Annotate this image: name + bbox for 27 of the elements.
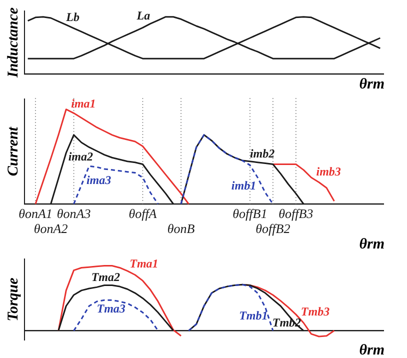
series-label: ima1: [71, 96, 96, 110]
series-label: Tma1: [130, 256, 158, 271]
x-tick-label: θonA3: [56, 206, 92, 221]
x-tick-label: θonA1: [18, 206, 52, 221]
x-tick-label: θoffB3: [278, 206, 314, 221]
y-axis-title: Current: [6, 126, 22, 176]
series-label: Tmb1: [239, 308, 268, 322]
series-label: Tmb3: [300, 304, 330, 318]
series-label: imb2: [250, 146, 275, 160]
series-label: imb1: [231, 178, 256, 192]
y-axis-title: Torque: [6, 277, 22, 322]
x-axis-title: θrm: [359, 76, 384, 92]
x-tick-label: θoffA: [128, 206, 157, 221]
x-axis-title: θrm: [359, 342, 384, 358]
y-axis-title: Inductance: [6, 7, 22, 79]
series-label: ima3: [86, 173, 112, 188]
series-label: imb3: [316, 164, 341, 178]
x-tick-label: θoffB2: [256, 221, 291, 236]
series-label: ima2: [68, 149, 94, 164]
x-axis-title: θrm: [359, 236, 384, 252]
series-label: Tma3: [96, 301, 126, 316]
x-tick-label: θoffB1: [232, 206, 268, 221]
series-label: Lb: [65, 10, 80, 24]
series-label: La: [136, 8, 150, 23]
series-label: Tma2: [91, 270, 120, 284]
x-tick-label: θonA2: [34, 221, 68, 236]
x-tick-label: θonB: [167, 221, 195, 236]
